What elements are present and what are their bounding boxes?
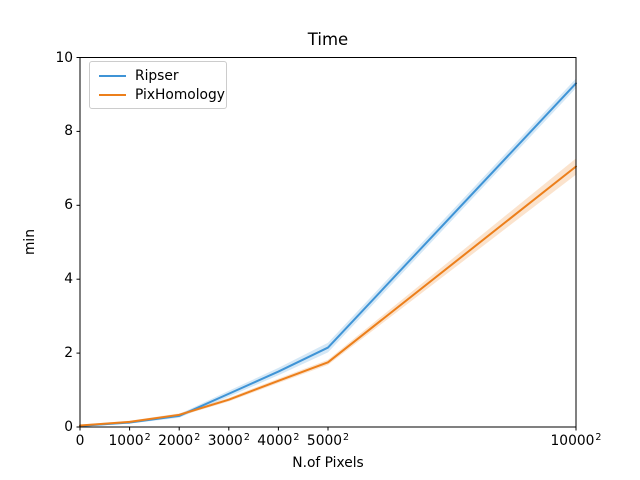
x-tick-exponent: 2 bbox=[343, 432, 350, 443]
y-tick-label: 8 bbox=[64, 123, 73, 140]
x-tick-label: 20002 bbox=[158, 432, 201, 449]
y-tick-label: 4 bbox=[64, 271, 73, 288]
axes-spines bbox=[79, 57, 577, 428]
x-tick-label: 0 bbox=[75, 433, 85, 449]
x-tick-label: 100002 bbox=[550, 432, 602, 449]
legend-entry-ripser: Ripser bbox=[90, 66, 226, 85]
y-axis-label: min bbox=[22, 228, 38, 256]
x-tick-exponent: 2 bbox=[144, 432, 151, 443]
x-tick-label: 30002 bbox=[207, 432, 250, 449]
y-tick-label: 2 bbox=[64, 345, 73, 362]
x-tick-exponent: 2 bbox=[194, 432, 201, 443]
pixhomology-line bbox=[79, 165, 577, 427]
x-tick-label: 40002 bbox=[257, 432, 300, 449]
legend: Ripser PixHomology bbox=[89, 61, 227, 109]
y-tick-label: 10 bbox=[55, 49, 73, 66]
y-tick-label: 6 bbox=[64, 197, 73, 214]
chart-title: Time bbox=[307, 30, 349, 49]
x-axis-label: N.of Pixels bbox=[292, 455, 364, 471]
legend-label-pixhomology: PixHomology bbox=[135, 86, 225, 103]
ripser-band bbox=[80, 78, 576, 427]
x-tick-exponent: 2 bbox=[595, 432, 602, 443]
pixhomology-band bbox=[80, 158, 576, 427]
legend-entry-pixhomology: PixHomology bbox=[90, 85, 226, 104]
ripser-line-swatch bbox=[99, 74, 126, 77]
x-tick-label: 50002 bbox=[306, 432, 350, 449]
y-tick-label: 0 bbox=[64, 419, 73, 435]
ripser-line bbox=[79, 82, 577, 427]
legend-label-ripser: Ripser bbox=[135, 67, 179, 84]
x-tick-exponent: 2 bbox=[293, 432, 300, 443]
pixhomology-line-swatch bbox=[99, 93, 126, 96]
x-tick-label: 10002 bbox=[108, 432, 151, 449]
x-tick-exponent: 2 bbox=[243, 432, 250, 443]
